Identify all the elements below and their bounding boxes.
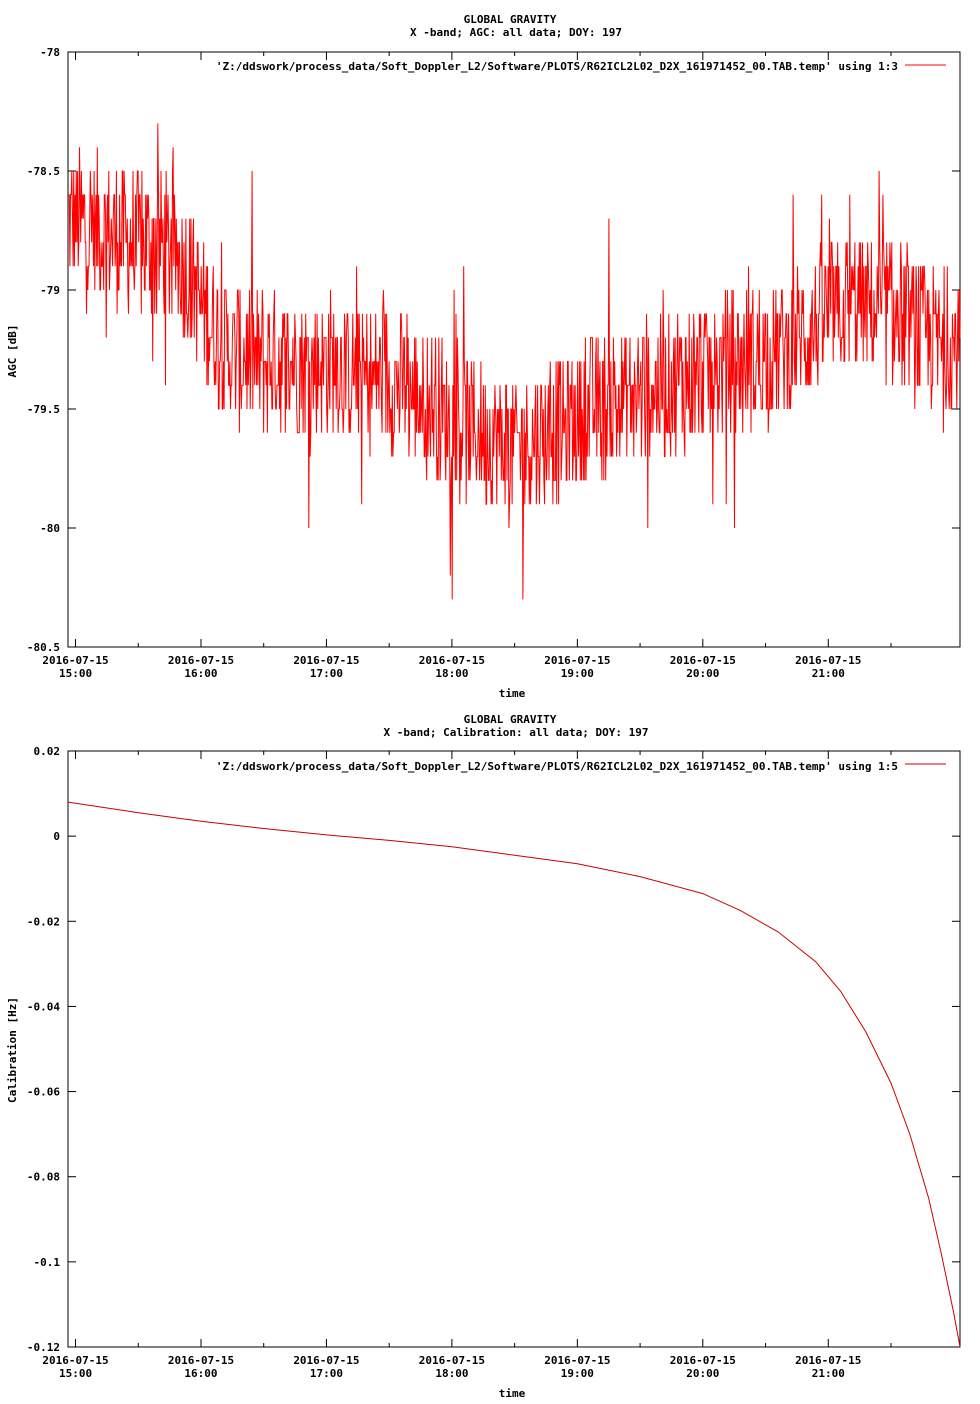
chart1-x-tick-date: 2016-07-15: [670, 654, 736, 667]
chart1-x-tick-time: 21:00: [812, 667, 845, 680]
chart2-x-tick-time: 19:00: [561, 1367, 594, 1380]
chart1-x-tick-date: 2016-07-15: [544, 654, 610, 667]
chart1-y-tick-label: -79: [40, 284, 60, 297]
chart1-x-tick-time: 18:00: [435, 667, 468, 680]
chart1-title: GLOBAL GRAVITY: [464, 13, 557, 26]
chart2-y-tick-label: -0.08: [27, 1171, 60, 1184]
chart1-x-tick-date: 2016-07-15: [419, 654, 485, 667]
chart1-y-tick-label: -79.5: [27, 403, 60, 416]
chart2-x-tick-date: 2016-07-15: [419, 1354, 485, 1367]
chart2-y-axis-label: Calibration [Hz]: [6, 997, 19, 1103]
chart1-y-tick-label: -80: [40, 522, 60, 535]
chart2-x-tick-time: 20:00: [686, 1367, 719, 1380]
chart2-x-tick-time: 16:00: [184, 1367, 217, 1380]
chart1-plot-frame: [67, 51, 961, 648]
chart1-x-axis-label: time: [499, 687, 526, 700]
chart2-y-tick-label: -0.1: [34, 1256, 61, 1269]
chart1-y-axis-label: AGC [dB]: [6, 325, 19, 378]
chart2-subtitle: X -band; Calibration: all data; DOY: 197: [384, 726, 649, 739]
chart1-x-tick-time: 15:00: [59, 667, 92, 680]
chart1-x-tick-date: 2016-07-15: [795, 654, 861, 667]
chart2-y-tick-label: -0.04: [27, 1000, 60, 1013]
chart1-y-tick-label: -78.5: [27, 165, 60, 178]
chart1-y-tick-label: -80.5: [27, 641, 60, 654]
chart2-x-tick-date: 2016-07-15: [544, 1354, 610, 1367]
chart2-x-tick-date: 2016-07-15: [42, 1354, 108, 1367]
chart1-x-tick-time: 16:00: [184, 667, 217, 680]
chart2-legend-label: 'Z:/ddswork/process_data/Soft_Doppler_L2…: [216, 760, 898, 773]
chart2-series-line: [67, 801, 961, 1348]
chart2-x-tick-date: 2016-07-15: [670, 1354, 736, 1367]
chart2-plot-frame: [67, 750, 961, 1348]
chart2-x-tick-date: 2016-07-15: [795, 1354, 861, 1367]
chart1-subtitle: X -band; AGC: all data; DOY: 197: [410, 26, 622, 39]
chart1-x-tick-date: 2016-07-15: [168, 654, 234, 667]
chart2-y-tick-label: 0: [53, 830, 60, 843]
chart1-series-line: [68, 123, 961, 600]
chart2-y-tick-label: -0.02: [27, 915, 60, 928]
chart1-x-tick-date: 2016-07-15: [293, 654, 359, 667]
chart2-y-tick-label: -0.12: [27, 1341, 60, 1354]
chart2-x-tick-date: 2016-07-15: [293, 1354, 359, 1367]
chart1-legend-label: 'Z:/ddswork/process_data/Soft_Doppler_L2…: [216, 60, 898, 73]
chart2-y-tick-label: 0.02: [34, 745, 61, 758]
chart1-x-tick-time: 20:00: [686, 667, 719, 680]
chart2-x-tick-date: 2016-07-15: [168, 1354, 234, 1367]
chart1-x-tick-date: 2016-07-15: [42, 654, 108, 667]
chart2-title: GLOBAL GRAVITY: [464, 713, 557, 726]
chart2-x-axis-label: time: [499, 1387, 526, 1400]
chart1-x-tick-time: 19:00: [561, 667, 594, 680]
chart2-y-tick-label: -0.06: [27, 1086, 60, 1099]
chart1-x-tick-time: 17:00: [310, 667, 343, 680]
chart1-y-tick-label: -78: [40, 46, 60, 59]
chart2-x-tick-time: 15:00: [59, 1367, 92, 1380]
chart2-x-tick-time: 21:00: [812, 1367, 845, 1380]
chart2-x-tick-time: 17:00: [310, 1367, 343, 1380]
chart-marks: -78-78.5-79-79.5-80-80.52016-07-1515:002…: [27, 46, 961, 1380]
chart2-x-tick-time: 18:00: [435, 1367, 468, 1380]
